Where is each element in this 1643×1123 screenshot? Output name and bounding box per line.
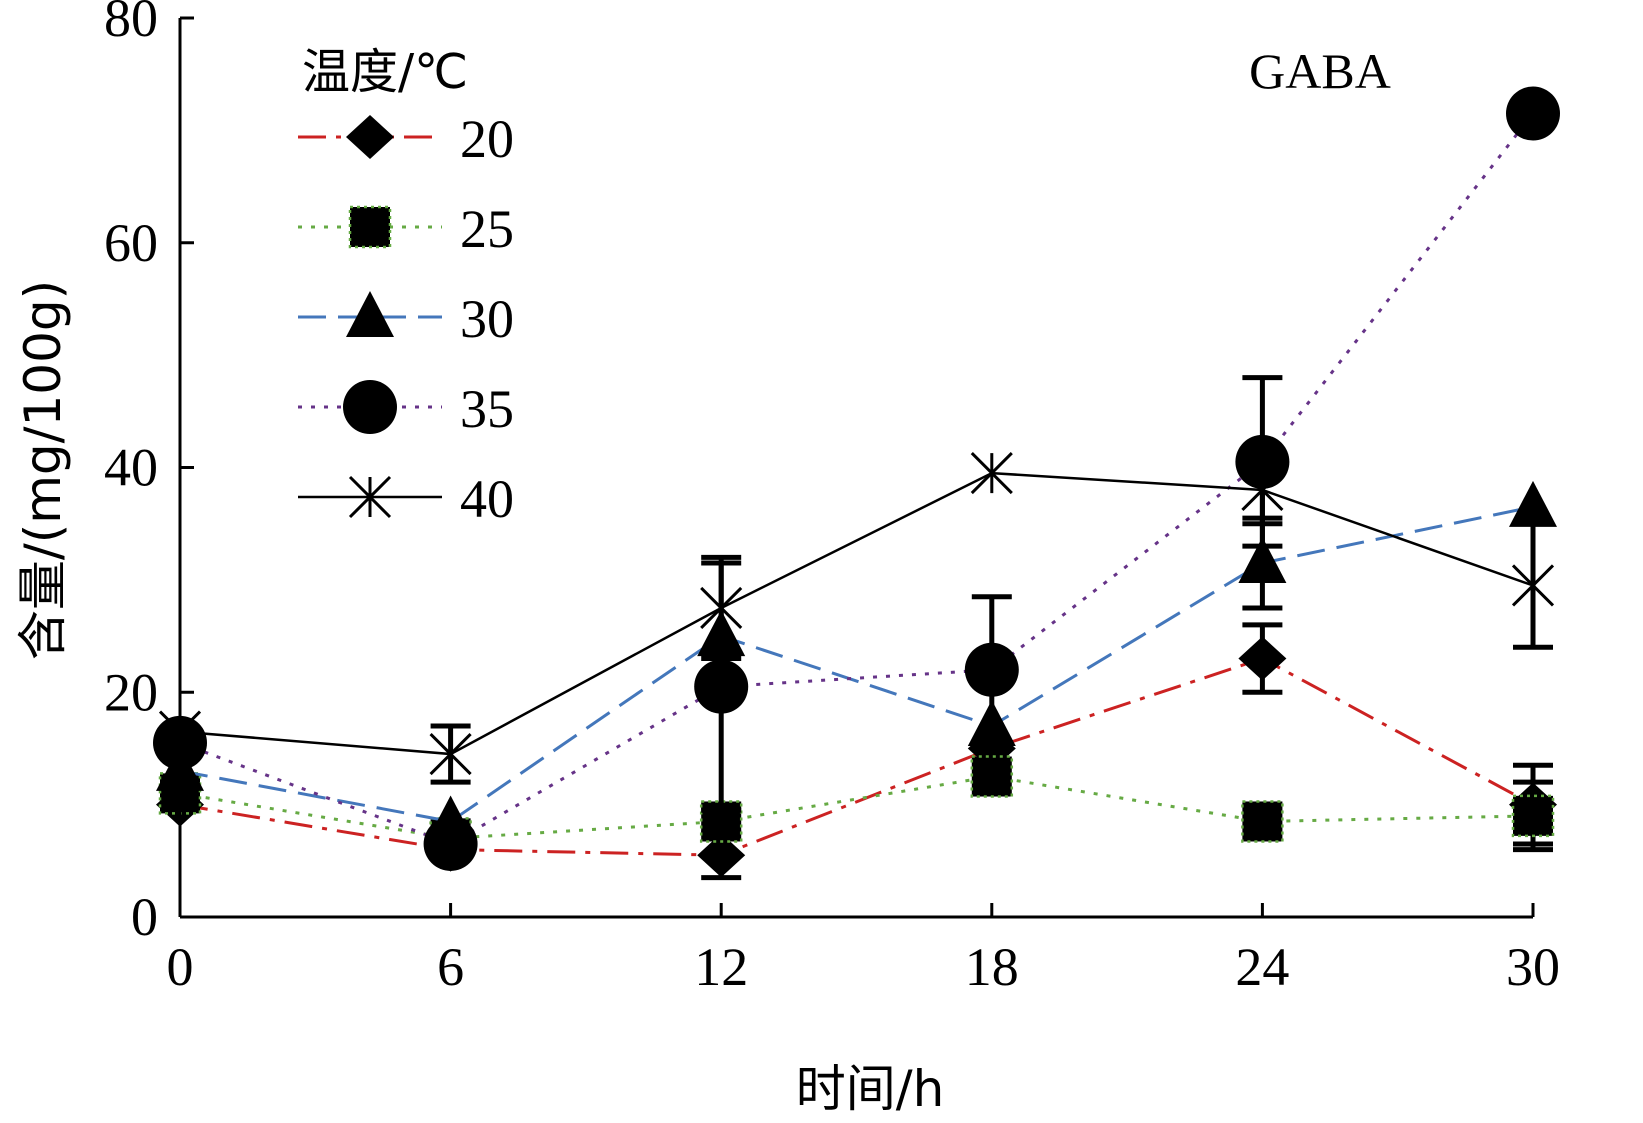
x-axis-title: 时间/h bbox=[796, 1060, 945, 1118]
series-35 bbox=[153, 86, 1560, 871]
point-20-24-shape bbox=[1238, 636, 1287, 681]
point-25-30-trim bbox=[1511, 794, 1555, 838]
point-25-24-trim bbox=[1241, 800, 1284, 843]
point-30-24-shape bbox=[1238, 537, 1287, 584]
point-25-24 bbox=[1241, 800, 1284, 843]
x-tick-label: 6 bbox=[437, 937, 464, 997]
point-40-18 bbox=[970, 452, 1013, 495]
point-35-30 bbox=[1506, 86, 1560, 141]
y-tick-label: 40 bbox=[104, 438, 158, 498]
point-35-6 bbox=[423, 816, 478, 871]
point-25-18 bbox=[970, 755, 1014, 798]
y-axis-title: 含量/(mg/100g) bbox=[14, 280, 72, 660]
x-tick-label: 0 bbox=[167, 937, 194, 997]
x-tick-label: 30 bbox=[1506, 937, 1560, 997]
series-line-30 bbox=[179, 505, 1534, 824]
series-20 bbox=[156, 622, 1557, 881]
y-tick-label: 20 bbox=[104, 662, 158, 722]
point-20-12 bbox=[697, 833, 746, 878]
point-40-30 bbox=[1511, 564, 1555, 607]
point-25-18-shape bbox=[971, 756, 1012, 797]
point-25-18-trim bbox=[970, 755, 1014, 798]
legend-marker-25 bbox=[348, 205, 392, 249]
legend-label-25: 25 bbox=[460, 199, 514, 259]
y-tick-label: 80 bbox=[104, 0, 158, 48]
legend-marker-30 bbox=[346, 291, 394, 337]
y-tick-label: 60 bbox=[104, 213, 158, 273]
x-tick-label: 24 bbox=[1235, 937, 1289, 997]
legend-label-40: 40 bbox=[460, 469, 514, 529]
point-35-12-shape bbox=[694, 659, 749, 714]
series-40 bbox=[158, 452, 1555, 785]
point-35-6-shape bbox=[423, 816, 478, 871]
point-35-18-shape bbox=[964, 642, 1019, 697]
series-line-40 bbox=[179, 471, 1534, 756]
legend-marker-30-shape bbox=[346, 291, 394, 337]
point-40-12 bbox=[700, 586, 743, 630]
point-25-12-trim bbox=[699, 800, 743, 843]
chart-annotation: GABA bbox=[1249, 43, 1391, 99]
point-30-24 bbox=[1238, 537, 1287, 584]
legend-label-20: 20 bbox=[460, 109, 514, 169]
point-35-12 bbox=[694, 659, 749, 714]
point-30-30 bbox=[1509, 480, 1557, 527]
point-35-30-shape bbox=[1506, 86, 1560, 141]
series-layer bbox=[153, 86, 1560, 881]
point-20-12-shape bbox=[697, 833, 746, 878]
legend-marker-35-shape bbox=[343, 380, 397, 434]
point-25-24-shape bbox=[1242, 801, 1283, 842]
point-30-30-shape bbox=[1509, 480, 1557, 527]
point-40-6 bbox=[429, 732, 472, 776]
legend-marker-25-trim bbox=[348, 205, 392, 249]
series-line-35 bbox=[179, 112, 1535, 846]
point-25-30-shape bbox=[1513, 795, 1553, 836]
series-30 bbox=[156, 480, 1557, 842]
y-tick-label: 0 bbox=[131, 887, 158, 947]
point-40-24 bbox=[1241, 468, 1284, 512]
series-line-20 bbox=[179, 656, 1534, 857]
legend-label-30: 30 bbox=[460, 289, 514, 349]
point-25-30 bbox=[1511, 794, 1555, 838]
point-20-24 bbox=[1238, 636, 1287, 681]
legend: 温度/℃ 20 25 30 35 40 bbox=[298, 44, 514, 529]
legend-marker-40 bbox=[348, 475, 392, 519]
legend-title: 温度/℃ bbox=[302, 44, 468, 100]
legend-marker-25-shape bbox=[350, 207, 390, 247]
legend-marker-35 bbox=[343, 380, 397, 434]
x-tick-label: 18 bbox=[965, 937, 1019, 997]
legend-label-35: 35 bbox=[460, 379, 514, 439]
x-tick-label: 12 bbox=[694, 937, 748, 997]
axes-layer: 0 20 40 60 80 0 6 12 18 24 30 bbox=[104, 0, 1560, 997]
legend-marker-20 bbox=[346, 115, 394, 159]
legend-marker-20-shape bbox=[346, 115, 394, 159]
point-35-18 bbox=[964, 642, 1019, 697]
series-25 bbox=[158, 755, 1555, 860]
